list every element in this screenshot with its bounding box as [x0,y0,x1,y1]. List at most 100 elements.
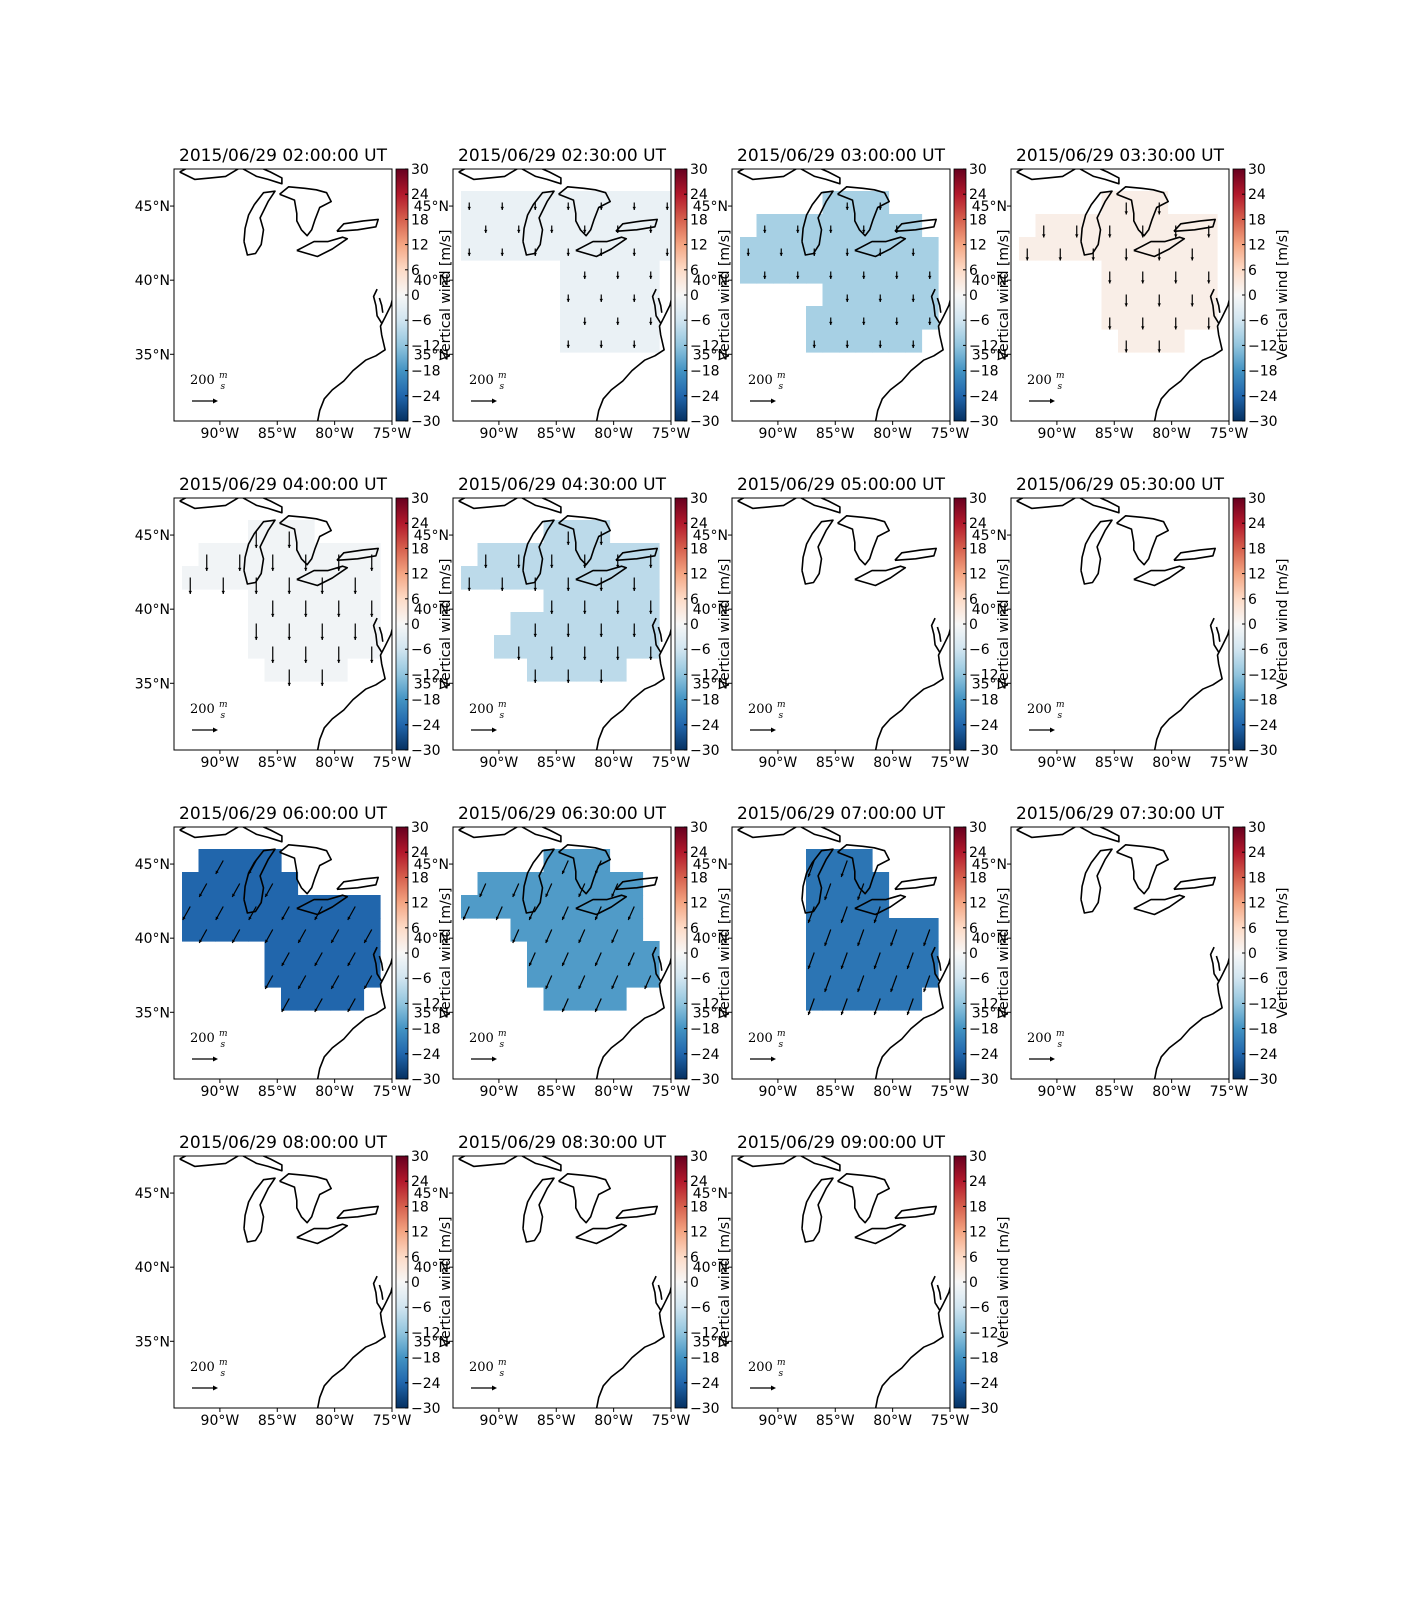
coastline [1133,894,1186,916]
wind-arrowhead [763,229,767,233]
wind-arrowhead [845,344,849,348]
wind-arrowhead [550,610,554,614]
heatmap-cell [822,237,840,261]
colorbar-tick-label: 18 [690,1199,708,1215]
colorbar-tick-label: 18 [969,212,987,228]
wind-arrowhead [862,275,866,279]
heatmap-cell [839,964,857,988]
wind-arrowhead [182,916,186,920]
lat-tick-label: 40°N [135,1260,170,1276]
lat-tick-label: 45°N [693,1186,728,1202]
wind-arrowhead [221,590,225,594]
wind-arrowhead [545,893,549,897]
heatmap-cell [477,566,495,590]
lat-tick-label: 45°N [693,199,728,215]
wind-arrowhead [583,656,587,660]
wind-arrowhead [616,229,620,233]
coastline [458,498,562,514]
heatmap-cell [822,849,840,873]
wind-arrowhead [1157,303,1161,307]
colorbar-tick-label: −6 [690,642,711,658]
colorbar-tick-label: 0 [411,617,420,633]
heatmap-cell [314,589,332,613]
heatmap-cell [609,329,627,353]
scale-arrowhead [771,727,776,733]
coastline [737,827,841,843]
colorbar-tick-label: 0 [690,617,699,633]
map-content [737,169,950,421]
panel-title: 2015/06/29 02:30:00 UT [458,146,667,166]
coastline [595,955,671,1079]
colorbar-tick-label: −30 [411,414,441,430]
map-panel: 2015/06/29 04:00:00 UT 200 m s 90°W 85°W 80°W… [135,475,454,771]
wind-arrowhead [337,567,341,571]
wind-arrowhead [824,896,828,900]
coastline [801,1177,834,1243]
wind-arrowhead [353,636,357,640]
wind-arrowhead [1174,326,1178,330]
wind-arrowhead [857,942,861,946]
lon-tick-label: 85°W [1095,755,1134,771]
map-frame [452,168,672,422]
heatmap-cell [330,566,348,590]
heatmap-cell [905,918,923,942]
heatmap-cell [888,987,906,1011]
map-content [179,169,392,421]
heatmap-cell [609,283,627,307]
coastline [1133,565,1186,587]
wind-arrowhead [467,206,471,210]
heatmap-cell [560,918,578,942]
map-content [458,169,671,421]
coastline [854,565,907,587]
colorbar-tick-label: 24 [690,1174,708,1190]
colorbar-label: Vertical wind [m/s] [996,888,1012,1019]
colorbar-tick-label: 12 [411,567,429,583]
lat-tick-label: 40°N [135,602,170,618]
coastline [1080,190,1113,256]
wind-arrowhead [287,636,291,640]
coastline [316,955,392,1079]
heatmap-cell [527,635,545,659]
coastline [179,827,283,843]
map-panel: 2015/06/29 02:30:00 UT 200 m s 90°W 85°W 80°W… [414,146,733,442]
colorbar-tick-label: 6 [1248,263,1257,279]
heatmap-cell [872,872,890,896]
wind-arrowhead [928,321,932,325]
colorbar-tick-label: 6 [690,1250,699,1266]
wind-arrowhead [649,610,653,614]
wind-arrowhead [331,985,335,989]
heatmap-cell [330,941,348,965]
colorbar-tick-label: 12 [1248,567,1266,583]
lon-tick-label: 80°W [873,1084,912,1100]
colorbar-tick-label: 24 [1248,187,1266,203]
colorbar-tick-label: 30 [690,491,708,507]
wind-arrowhead [1174,280,1178,284]
map-content [179,827,392,1079]
wind-arrowhead [1190,257,1194,261]
heatmap-cell [626,635,644,659]
coastline [936,1284,942,1300]
wind-arrowhead [649,656,653,660]
heatmap-cell [330,895,348,919]
heatmap-cell [855,283,873,307]
wind-arrowhead [906,1011,910,1015]
wind-arrowhead [1124,257,1128,261]
wind-arrowhead [314,962,318,966]
wind-arrowhead [298,985,302,989]
colorbar-tick-label: −30 [969,414,999,430]
heatmap-cell [215,918,233,942]
wind-arrowhead [320,590,324,594]
heatmap-cell [872,964,890,988]
colorbar-tick-label: 30 [411,1149,429,1165]
lon-tick-label: 75°W [652,755,691,771]
wind-arrowhead [232,939,236,943]
heatmap-cell [888,941,906,965]
heatmap-cell [806,964,824,988]
map-content [458,1156,671,1408]
coastline [558,1173,611,1224]
heatmap-cell [215,872,233,896]
lon-tick-label: 75°W [652,1084,691,1100]
